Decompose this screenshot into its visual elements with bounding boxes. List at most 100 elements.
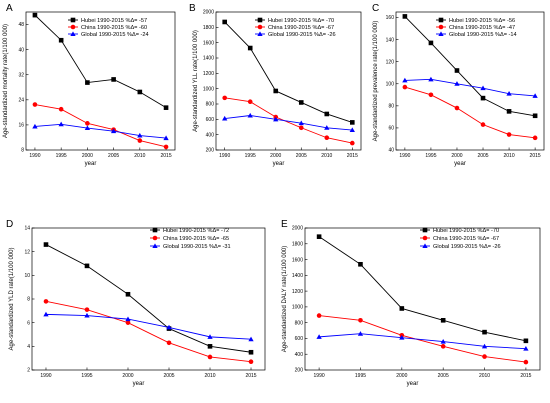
y-tick-label: 2000 (292, 226, 303, 232)
legend-entry: China 1990-2015 %Δ= -60 (81, 25, 147, 31)
series-hubei (32, 12, 169, 110)
plot-frame (25, 11, 176, 151)
panel-letter: E (281, 219, 288, 230)
y-tick-label: 140 (386, 37, 395, 43)
data-point (316, 334, 322, 339)
y-axis-title: Age-standardized mortality rate(1/100 00… (3, 24, 9, 138)
x-axis-title: year (273, 161, 285, 167)
chart-C: C 40 60 80 100 120 140 160 1990 1995 2000 2005 2010 2… (372, 3, 545, 167)
y-tick-label: 160 (386, 15, 395, 21)
data-point (298, 120, 304, 126)
legend-entry: Global 1990-2015 %Δ= -24 (81, 32, 149, 38)
data-point (248, 359, 254, 365)
x-tick-label: 2010 (204, 373, 215, 379)
legend-entry: Hubei 1990-2015 %Δ= -70 (433, 228, 499, 234)
series-china (222, 95, 355, 146)
series-line (34, 123, 167, 139)
legend-marker (152, 243, 158, 248)
data-point (440, 338, 446, 344)
series-line (404, 86, 536, 139)
data-point (454, 105, 460, 111)
y-tick-label: 24 (18, 98, 24, 104)
legend-entry: Global 1990-2015 %Δ= -26 (268, 32, 336, 38)
x-tick-label: 2000 (122, 373, 133, 379)
x-tick-label: 2005 (477, 153, 488, 159)
data-point (523, 338, 529, 344)
data-point (350, 140, 355, 146)
x-tick-label: 2010 (504, 153, 515, 159)
panel-B: B 200 400 600 800 1000 1200 1400 1600 1800 2000 199… (183, 0, 366, 200)
data-point (480, 85, 486, 91)
data-point (207, 354, 213, 360)
x-tick-label: 2015 (520, 373, 531, 379)
legend-marker (422, 235, 428, 241)
data-point (357, 331, 364, 336)
x-tick-label: 2010 (134, 153, 145, 159)
x-tick-label: 2015 (530, 153, 541, 159)
legend-marker (70, 17, 76, 23)
series-line (404, 78, 536, 97)
data-point (43, 299, 49, 304)
data-point (358, 318, 363, 323)
data-point (84, 263, 90, 269)
legend-marker (257, 31, 263, 36)
data-point (58, 121, 64, 127)
data-point (110, 128, 117, 134)
data-point (166, 324, 172, 330)
series-china (43, 299, 254, 365)
x-axis-title: year (454, 161, 466, 167)
x-tick-label: 2000 (396, 373, 407, 379)
x-tick-label: 2000 (270, 153, 281, 159)
x-axis-title: year (133, 381, 145, 387)
data-point (248, 349, 254, 355)
data-point (125, 291, 131, 297)
x-axis-title: year (407, 381, 419, 387)
data-point (532, 135, 538, 141)
y-tick-label: 1400 (292, 273, 303, 279)
y-tick-label: 800 (295, 320, 304, 326)
data-point (125, 320, 131, 325)
plot-frame (395, 11, 545, 151)
series-line (45, 300, 252, 363)
legend-entry: Global 1990-2015 %Δ= -14 (449, 32, 517, 38)
x-tick-label: 2010 (321, 153, 332, 159)
panel-letter: C (372, 3, 379, 14)
x-tick-label: 2005 (108, 153, 119, 159)
series-global (43, 311, 254, 342)
y-tick-label: 16 (18, 123, 24, 129)
y-tick-label: 48 (18, 22, 24, 28)
data-point (506, 109, 512, 114)
x-tick-label: 1990 (219, 153, 230, 159)
series-line (404, 16, 536, 117)
panel-D: D 2 4 6 8 10 12 14 1990 1995 2000 2005 2010 2015 year A… (0, 200, 275, 403)
data-point (85, 80, 90, 85)
panel-letter: A (6, 3, 13, 14)
x-tick-label: 1990 (314, 373, 325, 379)
data-point (125, 316, 131, 322)
data-point (248, 336, 254, 342)
data-point (402, 77, 408, 83)
chart-A: A 8 16 24 32 40 48 1990 1995 2000 2005 2010 2015 year… (3, 3, 176, 167)
series-line (224, 97, 353, 144)
x-tick-label: 2005 (163, 373, 174, 379)
y-tick-label: 4 (27, 344, 30, 350)
data-point (523, 346, 529, 351)
x-tick-label: 2015 (245, 373, 256, 379)
data-point (506, 132, 512, 137)
data-point (480, 122, 486, 127)
y-tick-label: 80 (388, 104, 394, 110)
data-point (482, 329, 487, 335)
x-axis-title: year (85, 161, 97, 167)
y-tick-label: 1600 (292, 257, 303, 263)
data-point (32, 12, 38, 18)
data-point (481, 343, 488, 349)
data-point (137, 138, 143, 143)
panel-letter: B (189, 3, 196, 14)
y-tick-label: 8 (21, 148, 24, 154)
legend-marker (257, 24, 263, 30)
data-point (43, 311, 49, 317)
legend-marker (70, 31, 76, 36)
data-point (32, 102, 38, 107)
